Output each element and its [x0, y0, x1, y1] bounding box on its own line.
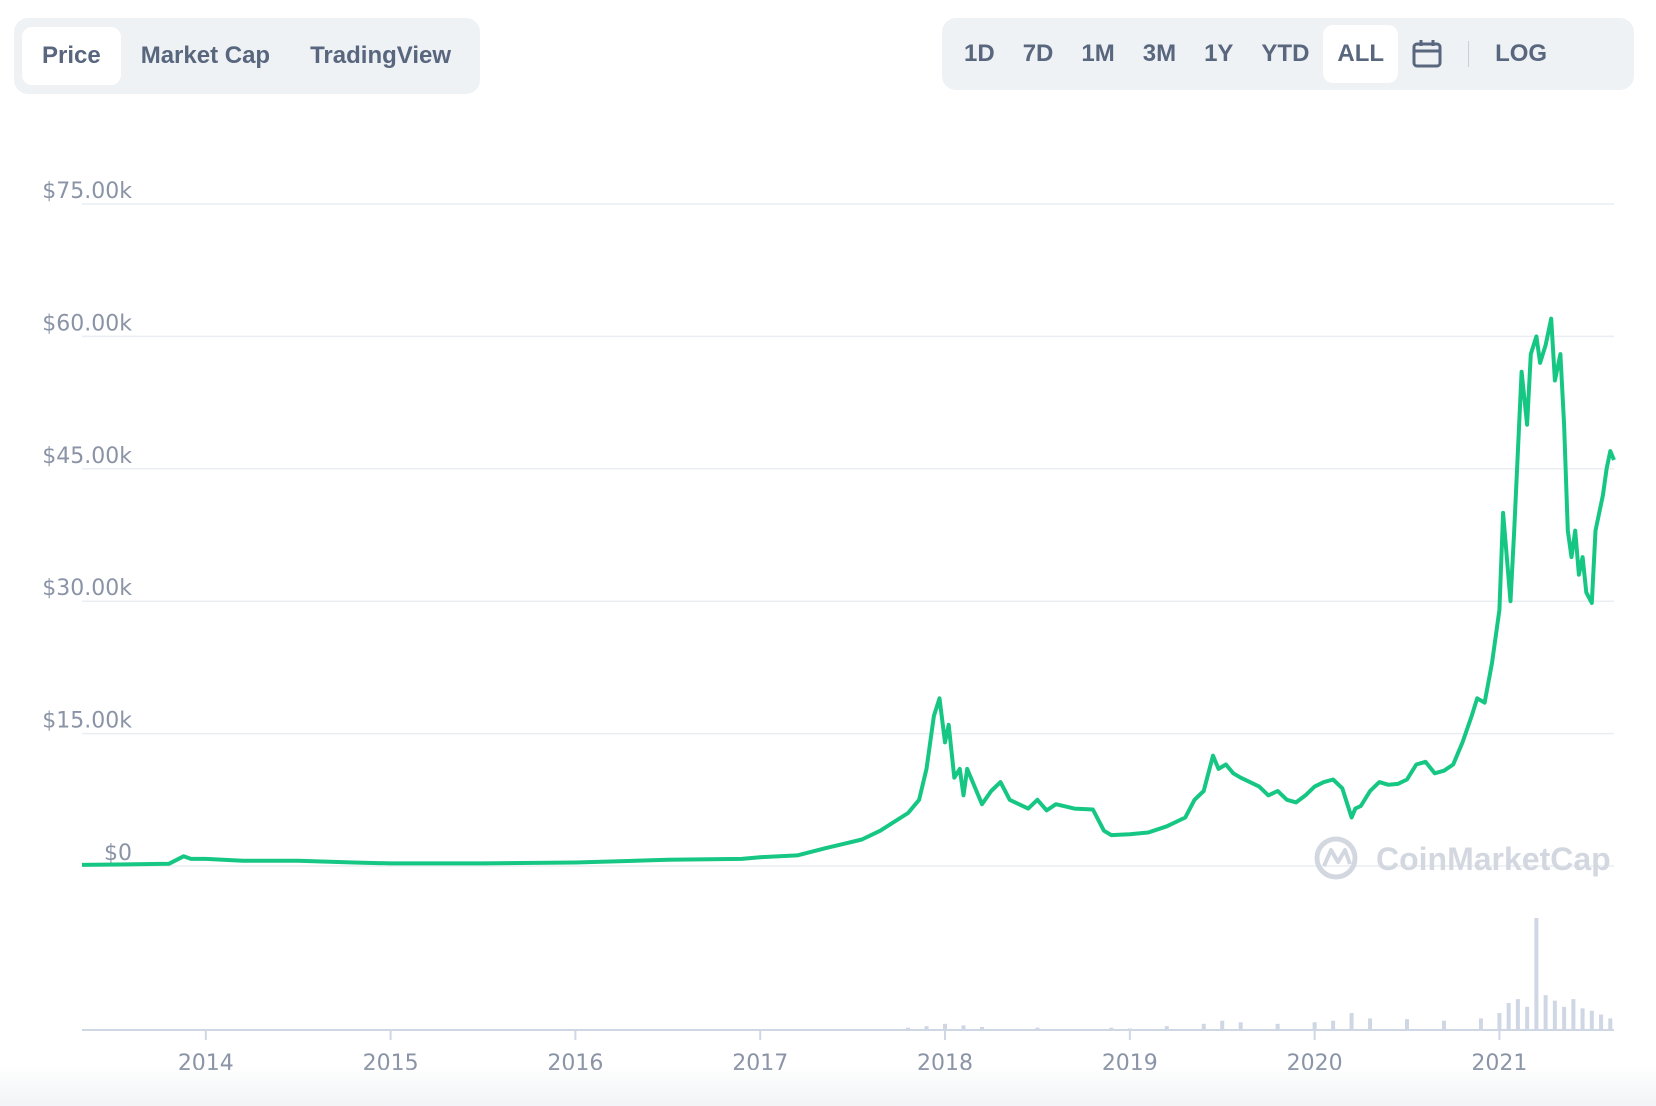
- volume-bar: [1589, 1010, 1594, 1030]
- y-tick-label: $45.00k: [42, 444, 132, 469]
- tab-tradingview[interactable]: TradingView: [310, 42, 452, 69]
- price-line: [81, 316, 1616, 867]
- x-tick-label: 2016: [547, 1051, 603, 1070]
- volume-bar: [1506, 1002, 1511, 1030]
- range-7d-button[interactable]: 7D: [1022, 40, 1054, 67]
- watermark-text: CoinMarketCap: [1376, 841, 1611, 877]
- range-1m-button[interactable]: 1M: [1081, 40, 1115, 67]
- volume-bar: [1608, 1018, 1613, 1030]
- range-1d-button[interactable]: 1D: [964, 40, 995, 67]
- volume-bar: [1497, 1013, 1502, 1030]
- coinmarketcap-watermark: CoinMarketCap: [1314, 836, 1611, 880]
- volume-bar: [1515, 999, 1520, 1030]
- calendar-icon[interactable]: [1398, 25, 1456, 83]
- volume-bar: [1220, 1020, 1225, 1030]
- volume-bar: [1405, 1019, 1410, 1030]
- chart-type-tabs: Price Market Cap TradingView: [14, 18, 480, 94]
- range-1y-button[interactable]: 1Y: [1204, 40, 1234, 67]
- volume-bar: [1543, 995, 1548, 1030]
- volume-bar: [924, 1026, 929, 1030]
- volume-bar: [1109, 1027, 1114, 1030]
- volume-bar: [1312, 1022, 1317, 1030]
- volume-bar: [1525, 1006, 1530, 1030]
- volume-bar: [961, 1025, 966, 1030]
- volume-bar: [1035, 1027, 1040, 1030]
- y-tick-label: $75.00k: [42, 179, 132, 204]
- x-tick-label: 2015: [363, 1051, 419, 1070]
- range-ytd-button[interactable]: YTD: [1261, 40, 1310, 67]
- range-3m-button[interactable]: 3M: [1142, 40, 1177, 67]
- x-tick-label: 2014: [178, 1051, 234, 1070]
- volume-bar: [1238, 1022, 1243, 1030]
- log-scale-toggle[interactable]: LOG: [1495, 40, 1548, 67]
- x-tick-label: 2018: [917, 1051, 973, 1070]
- volume-bar: [1275, 1023, 1280, 1030]
- tab-market-cap[interactable]: Market Cap: [140, 42, 271, 69]
- volume-bar: [1534, 918, 1539, 1030]
- volume-bar: [1368, 1018, 1373, 1030]
- y-tick-label: $60.00k: [42, 311, 132, 336]
- volume-bar: [1571, 999, 1576, 1030]
- volume-bar: [1331, 1020, 1336, 1030]
- volume-bar: [1580, 1008, 1585, 1030]
- divider: [1468, 41, 1470, 67]
- volume-bar: [943, 1023, 948, 1030]
- volume-bar: [1478, 1018, 1483, 1030]
- volume-bar: [1127, 1028, 1132, 1030]
- volume-bar: [1599, 1014, 1604, 1030]
- volume-bar: [906, 1027, 911, 1030]
- x-tick-label: 2019: [1102, 1051, 1158, 1070]
- volume-bar: [1441, 1020, 1446, 1030]
- volume-bar: [1201, 1023, 1206, 1030]
- x-tick-label: 2021: [1471, 1051, 1527, 1070]
- volume-bar: [1164, 1026, 1169, 1030]
- y-tick-label: $30.00k: [42, 576, 132, 601]
- time-range-selector: 1D 7D 1M 3M 1Y YTD ALL LOG: [942, 18, 1634, 90]
- y-tick-label: $15.00k: [42, 709, 132, 734]
- volume-bar: [1562, 1006, 1567, 1030]
- x-tick-label: 2017: [732, 1051, 788, 1070]
- range-all-button[interactable]: ALL: [1323, 25, 1399, 83]
- price-chart: $0 $15.00k $30.00k $45.00k $60.00k $75.00k Co…: [42, 179, 1616, 1070]
- bottom-fade: [0, 1066, 1656, 1106]
- x-tick-label: 2020: [1287, 1051, 1343, 1070]
- volume-bar: [1552, 1000, 1557, 1030]
- tab-price[interactable]: Price: [22, 27, 121, 85]
- volume-bar: [1349, 1013, 1354, 1030]
- volume-bar: [979, 1026, 984, 1030]
- y-tick-label: $0: [104, 841, 132, 866]
